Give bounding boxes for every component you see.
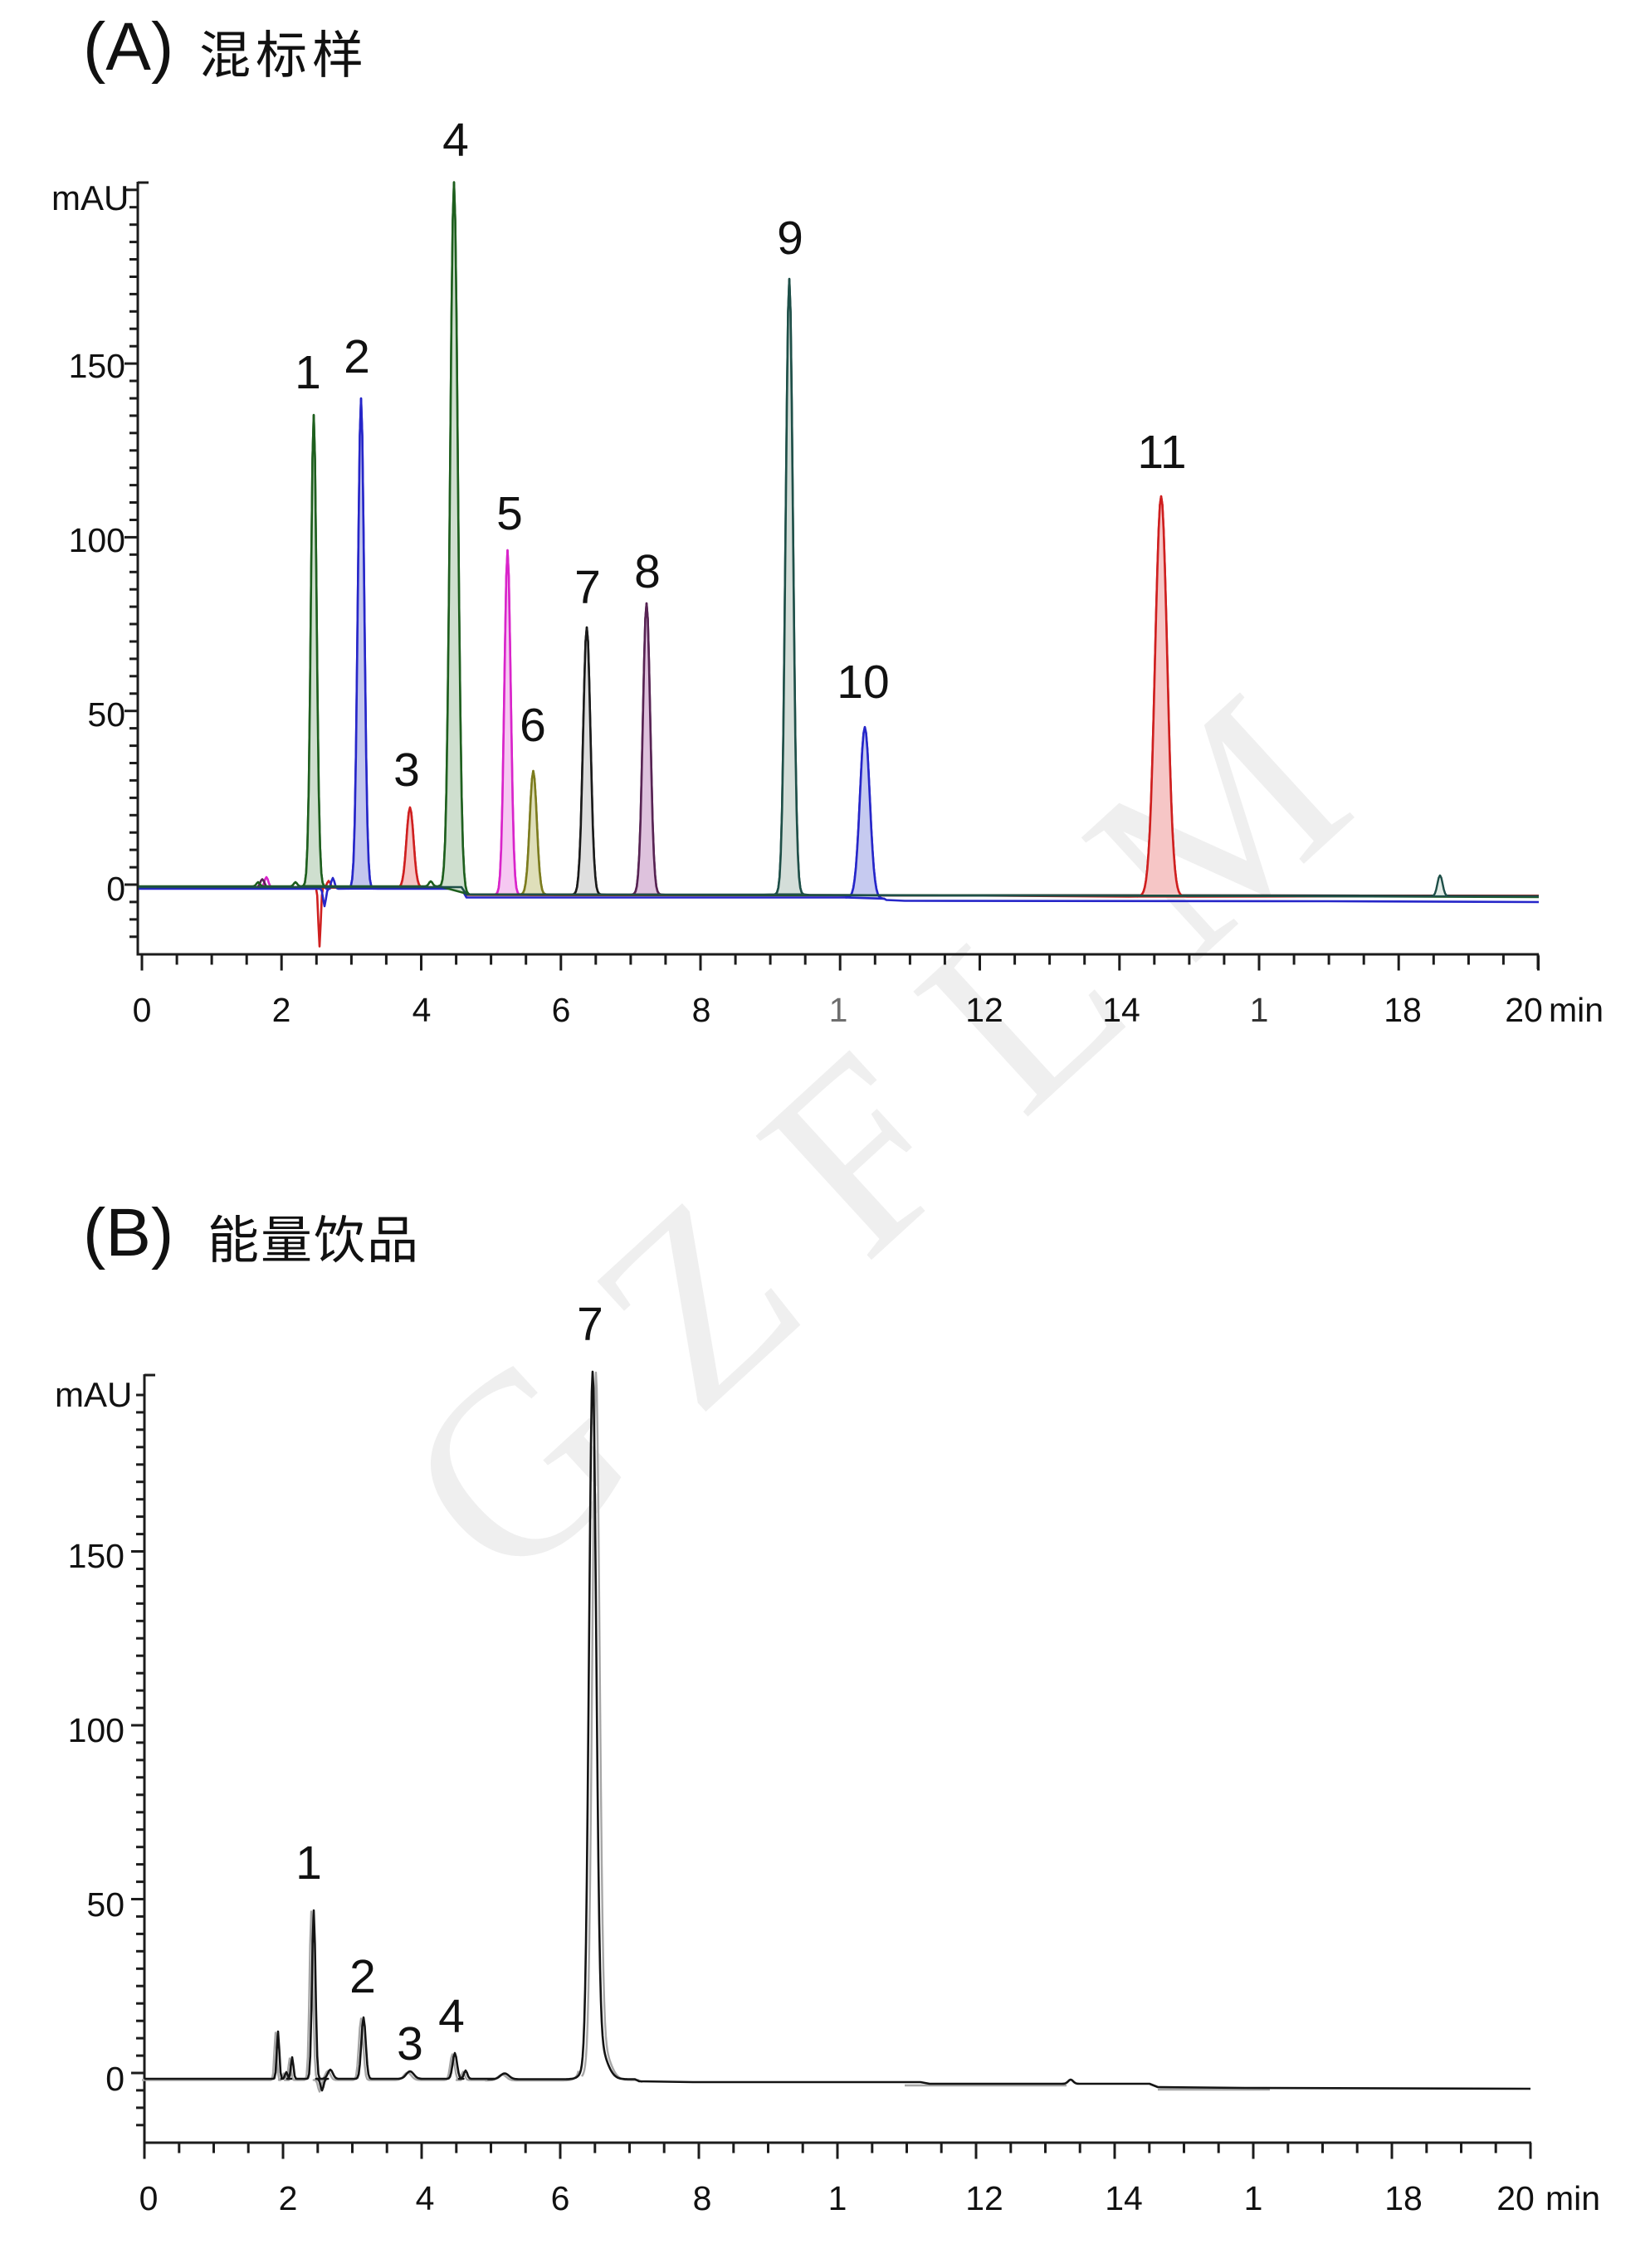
svg-text:0: 0 [106,870,125,908]
svg-text:2: 2 [272,991,291,1029]
svg-text:5: 5 [496,487,523,540]
svg-text:0: 0 [105,2060,124,2098]
svg-text:min: min [1545,2179,1600,2217]
svg-text:4: 4 [442,114,469,167]
svg-text:12: 12 [965,991,1003,1029]
svg-text:18: 18 [1384,2179,1423,2217]
svg-text:1: 1 [1244,2179,1263,2217]
svg-text:9: 9 [777,212,803,265]
svg-text:6: 6 [551,2179,570,2217]
svg-text:20: 20 [1505,991,1543,1029]
svg-text:4: 4 [438,1990,465,2043]
svg-text:3: 3 [397,2017,423,2070]
svg-text:6: 6 [520,699,546,752]
svg-text:50: 50 [87,695,125,734]
svg-text:1: 1 [295,1836,322,1890]
svg-text:6: 6 [552,991,571,1029]
svg-text:8: 8 [634,545,661,598]
svg-text:100: 100 [68,1711,124,1749]
svg-text:14: 14 [1105,2179,1143,2217]
svg-text:1: 1 [828,2179,847,2217]
svg-text:0: 0 [139,2179,159,2217]
svg-text:150: 150 [68,1537,124,1575]
svg-text:11: 11 [1137,426,1186,479]
svg-text:(B): (B) [83,1195,173,1271]
svg-text:4: 4 [412,991,432,1029]
svg-text:12: 12 [965,2179,1003,2217]
svg-text:1: 1 [1250,991,1269,1029]
svg-text:1: 1 [295,346,321,399]
svg-text:2: 2 [344,330,370,383]
svg-text:min: min [1549,991,1604,1029]
svg-text:14: 14 [1102,991,1140,1029]
svg-text:1: 1 [829,991,848,1029]
svg-text:150: 150 [69,347,125,385]
svg-text:0: 0 [133,991,152,1029]
svg-text:8: 8 [693,2179,712,2217]
svg-text:mAU: mAU [51,178,129,217]
svg-text:50: 50 [86,1885,124,1924]
svg-text:2: 2 [279,2179,298,2217]
svg-text:3: 3 [393,744,420,797]
svg-text:10: 10 [837,656,889,709]
svg-text:(A): (A) [83,9,173,85]
svg-text:7: 7 [574,561,601,614]
svg-text:2: 2 [349,1950,376,2003]
svg-text:mAU: mAU [55,1375,132,1414]
svg-text:7: 7 [577,1298,603,1351]
svg-text:4: 4 [416,2179,435,2217]
svg-text:18: 18 [1384,991,1422,1029]
svg-text:8: 8 [692,991,711,1029]
svg-text:100: 100 [69,521,125,559]
svg-text:20: 20 [1496,2179,1535,2217]
